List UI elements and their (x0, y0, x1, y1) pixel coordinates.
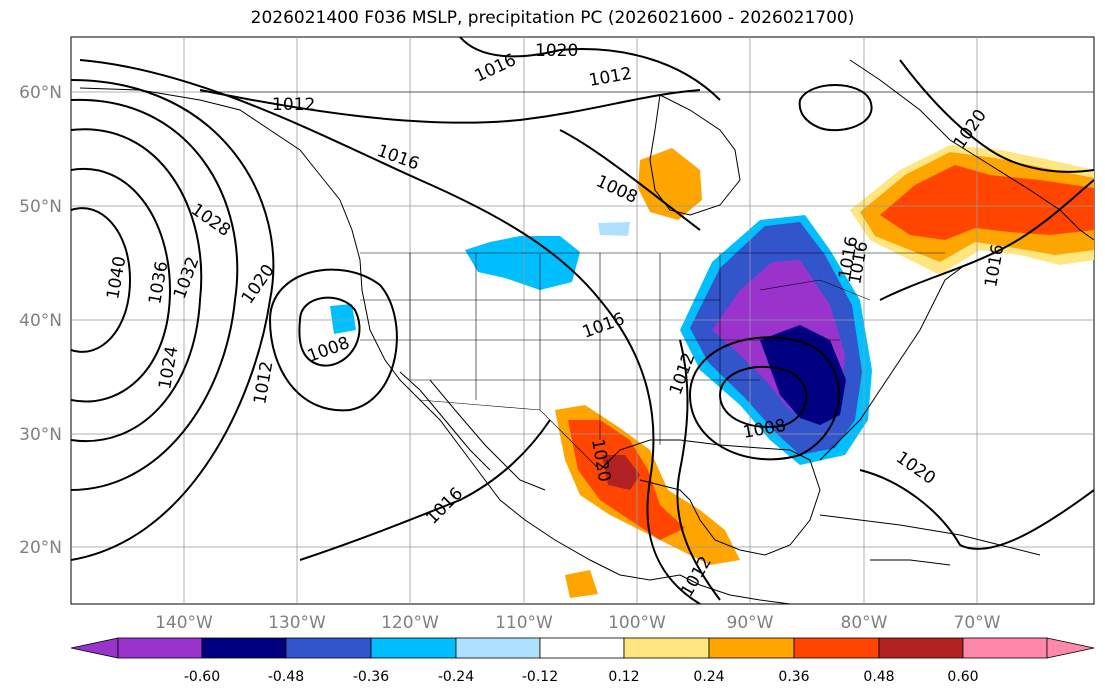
isobar-pacific-low-outer (268, 268, 398, 412)
lat-label: 20°N (19, 538, 62, 558)
colorbar-segment (623, 637, 710, 659)
precip-canada-redorange (880, 165, 1094, 240)
colorbar-segment (962, 637, 1048, 659)
lon-label: 140°W (155, 613, 213, 633)
isobar-pacific-high-3 (71, 128, 203, 443)
colorbar-tick-label: -0.48 (268, 669, 304, 685)
coast-baja (399, 371, 546, 491)
precip-mexico-darkred (602, 455, 640, 490)
isobar-central-low-inner (718, 365, 808, 428)
colorbar-segment (370, 637, 457, 659)
isobar-1012-north (199, 89, 701, 124)
plot-frame (70, 36, 1095, 605)
isobar-pacific-high-5 (71, 79, 275, 561)
isobar-1020-north (459, 37, 721, 101)
longitude-labels: 140°W 130°W 120°W 110°W 100°W 90°W 80°W … (155, 613, 1001, 633)
isobar-label: 1020 (535, 41, 578, 61)
coast-labrador (849, 59, 1094, 241)
colorbar-tick-label: 0.36 (778, 669, 809, 685)
lon-label: 120°W (381, 613, 439, 633)
colorbar-segment (539, 637, 625, 659)
lon-label: 110°W (495, 613, 553, 633)
lon-label: 90°W (727, 613, 774, 633)
isobar-central-low-outer (688, 336, 840, 461)
coast-hudson-bay (649, 94, 741, 216)
isobar-labrador-low (798, 84, 873, 132)
colorbar-segment (793, 637, 880, 659)
isobars (71, 37, 1094, 604)
precip-pacific-blue (330, 304, 356, 334)
colorbar-tick-label: 0.60 (947, 669, 978, 685)
isobar-pacific-low-inner (298, 296, 361, 367)
lat-label: 30°N (19, 425, 62, 445)
isobar-1016-mexico (299, 419, 551, 561)
colorbar (70, 637, 1095, 659)
colorbar-segment (285, 637, 372, 659)
colorbar-tick-label: 0.12 (608, 669, 639, 685)
lon-label: 80°W (841, 613, 888, 633)
colorbar-right-extension (1046, 637, 1095, 659)
isobar-east-1020 (859, 469, 1094, 550)
precip-hudson-orange (638, 148, 702, 220)
colorbar-segment (117, 637, 203, 659)
lat-label: 50°N (19, 197, 62, 217)
colorbar-segment (455, 637, 541, 659)
precip-yucatan-orange (565, 570, 598, 598)
map-title: 2026021400 F036 MSLP, precipitation PC (… (250, 8, 855, 28)
isobar-pacific-high-2 (71, 167, 172, 403)
isobar-1012-central (676, 339, 721, 601)
plot-area: 1020 1016 1012 1012 1016 1008 1028 1040 … (70, 36, 1095, 605)
latitude-labels: 60°N 50°N 40°N 30°N 20°N (19, 83, 62, 558)
isobar-label: 1012 (272, 95, 315, 115)
lon-label: 100°W (608, 613, 666, 633)
lon-label: 70°W (954, 613, 1001, 633)
colorbar-left-extension (70, 637, 119, 659)
colorbar-tick-label: -0.24 (438, 669, 474, 685)
colorbar-segment (708, 637, 795, 659)
precip-navy-region (760, 325, 846, 425)
colorbar-tick-label: -0.12 (522, 669, 558, 685)
colorbar-segment (878, 637, 964, 659)
isobar-pacific-high-4 (71, 98, 239, 491)
lat-label: 40°N (19, 311, 62, 331)
precip-plains-lightblue (598, 222, 630, 236)
colorbar-ticks: -0.60 -0.48 -0.36 -0.24 -0.12 0.12 0.24 … (184, 669, 979, 685)
coast-east-us (819, 264, 966, 461)
coast-west-north-america (79, 87, 681, 581)
coast-gulf-mexico (599, 439, 821, 556)
coast-central-america (679, 574, 791, 604)
isobar-1008-hudson (559, 129, 701, 231)
precip-plains-blue (465, 236, 580, 290)
colorbar-segment (201, 637, 287, 659)
lat-label: 60°N (19, 83, 62, 103)
isobar-east-1020b (899, 59, 1094, 173)
isobar-east-1016 (879, 179, 1094, 301)
isobar-1016-long (79, 59, 701, 604)
colorbar-tick-label: -0.36 (353, 669, 389, 685)
isobar-pacific-high-inner (71, 207, 132, 353)
colorbar-tick-label: 0.48 (863, 669, 894, 685)
coastlines (79, 59, 1094, 604)
colorbar-tick-label: -0.60 (184, 669, 220, 685)
state-borders (200, 91, 1094, 471)
colorbar-tick-label: 0.24 (693, 669, 724, 685)
lon-label: 130°W (268, 613, 326, 633)
